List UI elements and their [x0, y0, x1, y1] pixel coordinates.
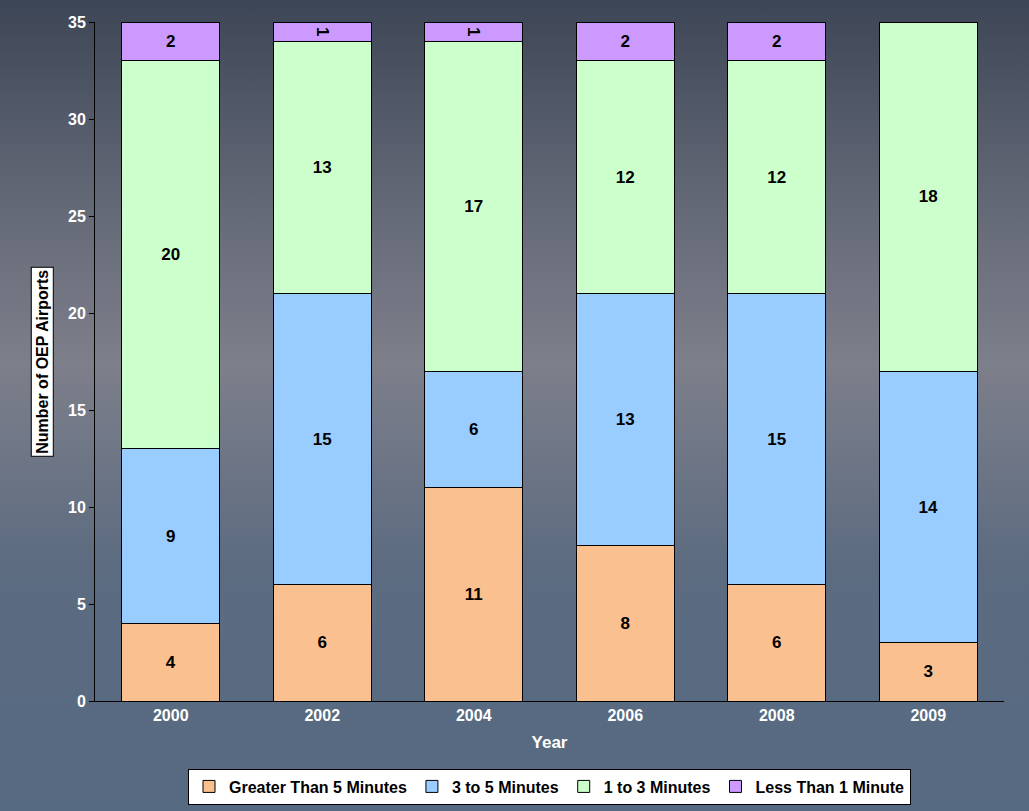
svg-text:6: 6: [469, 420, 478, 439]
svg-text:17: 17: [464, 197, 483, 216]
svg-text:15: 15: [68, 402, 86, 419]
svg-text:Number of OEP Airports: Number of OEP Airports: [34, 270, 51, 454]
svg-text:4: 4: [166, 653, 176, 672]
svg-text:2: 2: [772, 32, 781, 51]
svg-text:13: 13: [313, 158, 332, 177]
svg-text:8: 8: [621, 614, 630, 633]
svg-text:18: 18: [919, 187, 938, 206]
svg-text:1: 1: [464, 27, 483, 36]
svg-text:20: 20: [161, 245, 180, 264]
svg-text:3 to 5 Minutes: 3 to 5 Minutes: [452, 779, 559, 796]
svg-text:2006: 2006: [607, 707, 643, 724]
svg-text:6: 6: [772, 633, 781, 652]
svg-text:2009: 2009: [910, 707, 946, 724]
svg-text:5: 5: [77, 596, 86, 613]
svg-text:11: 11: [465, 585, 483, 604]
svg-text:9: 9: [166, 527, 175, 546]
svg-text:0: 0: [77, 693, 86, 710]
svg-text:35: 35: [68, 14, 86, 31]
svg-text:2: 2: [166, 32, 175, 51]
svg-text:30: 30: [68, 111, 86, 128]
svg-text:Year: Year: [532, 733, 568, 752]
svg-text:15: 15: [767, 430, 786, 449]
svg-text:10: 10: [68, 499, 86, 516]
svg-text:2004: 2004: [456, 707, 492, 724]
svg-text:2008: 2008: [759, 707, 795, 724]
svg-text:1 to 3 Minutes: 1 to 3 Minutes: [604, 779, 711, 796]
svg-text:13: 13: [616, 410, 635, 429]
svg-text:2002: 2002: [304, 707, 340, 724]
svg-text:Greater Than 5 Minutes: Greater Than 5 Minutes: [229, 779, 407, 796]
svg-text:14: 14: [919, 498, 938, 517]
svg-text:Less Than 1 Minute: Less Than 1 Minute: [755, 779, 904, 796]
svg-text:12: 12: [616, 168, 635, 187]
svg-text:6: 6: [318, 633, 327, 652]
svg-text:2: 2: [621, 32, 630, 51]
svg-text:12: 12: [767, 168, 786, 187]
svg-text:1: 1: [313, 27, 332, 36]
svg-text:25: 25: [68, 208, 86, 225]
svg-text:20: 20: [68, 305, 86, 322]
svg-text:2000: 2000: [153, 707, 189, 724]
svg-text:3: 3: [924, 662, 933, 681]
svg-text:15: 15: [313, 430, 332, 449]
